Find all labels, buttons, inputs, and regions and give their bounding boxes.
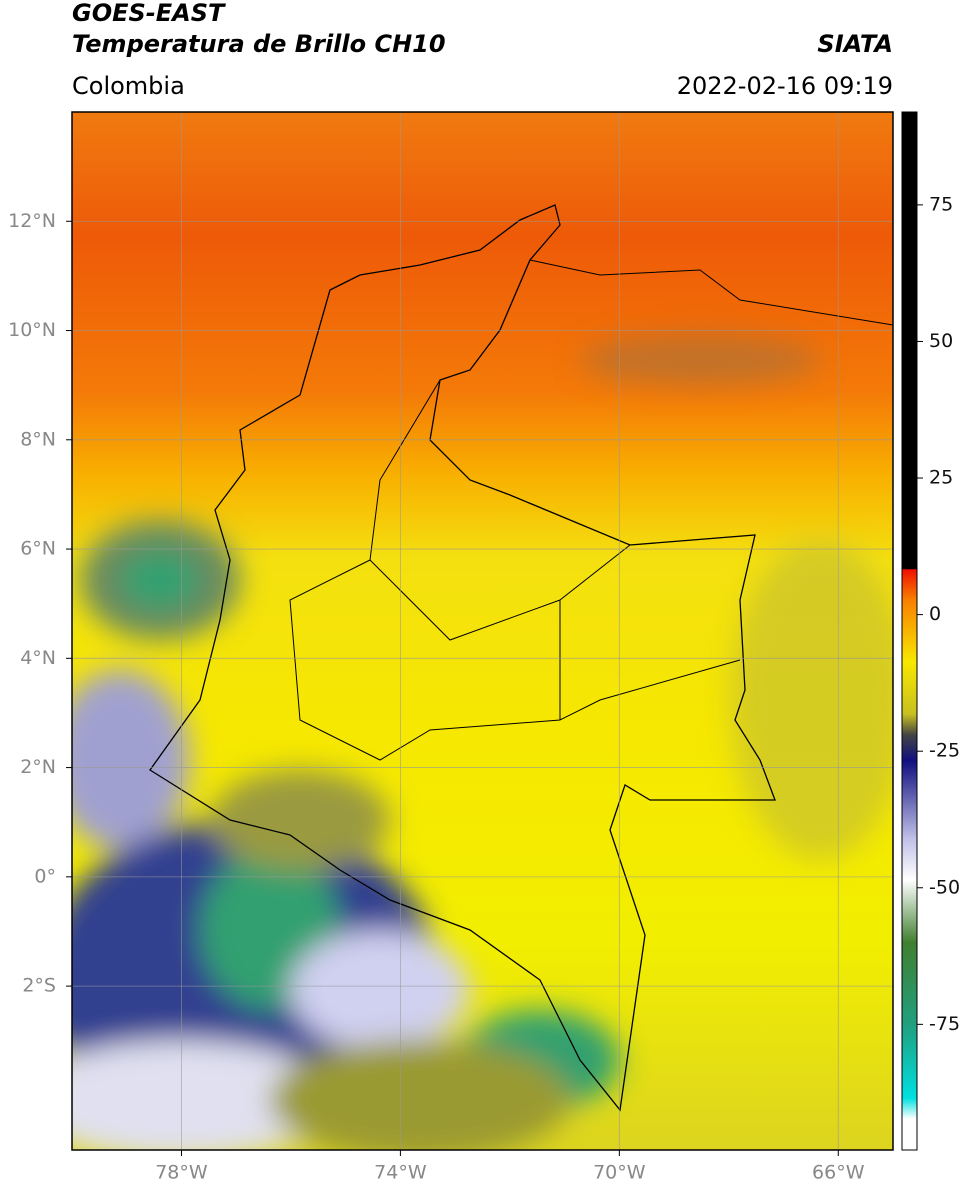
colorbar-tick-label: 50 — [929, 330, 953, 352]
x-tick-label: 78°W — [155, 1162, 208, 1184]
satellite-image — [72, 112, 893, 1150]
y-tick-label: 4°N — [20, 647, 56, 669]
y-tick-label: 12°N — [8, 210, 56, 232]
colorbar-tick-label: -75 — [929, 1013, 960, 1035]
title: Temperatura de Brillo CH10 — [72, 30, 446, 58]
datetime: 2022-02-16 09:19 — [677, 72, 893, 100]
colorbar-tick-label: -50 — [929, 876, 960, 898]
y-tick-label: 0° — [34, 865, 56, 887]
region: Colombia — [72, 72, 185, 100]
source: SIATA — [817, 30, 893, 58]
y-tick-label: 2°N — [20, 756, 56, 778]
x-tick-label: 66°W — [812, 1162, 865, 1184]
map-frame — [71, 111, 894, 1151]
y-tick-label: 6°N — [20, 538, 56, 560]
x-tick-label: 74°W — [374, 1162, 427, 1184]
colorbar — [901, 111, 918, 1151]
y-tick-label: 10°N — [8, 319, 56, 341]
colorbar-tick-label: -25 — [929, 740, 960, 762]
colorbar-tick-label: 25 — [929, 467, 953, 489]
colorbar-tick-label: 75 — [929, 193, 953, 215]
y-tick-label: 8°N — [20, 428, 56, 450]
colorbar-tick-label: 0 — [929, 603, 941, 625]
x-tick-label: 70°W — [593, 1162, 646, 1184]
y-tick-label: 2°S — [22, 975, 56, 997]
title: GOES-EAST — [72, 0, 226, 27]
